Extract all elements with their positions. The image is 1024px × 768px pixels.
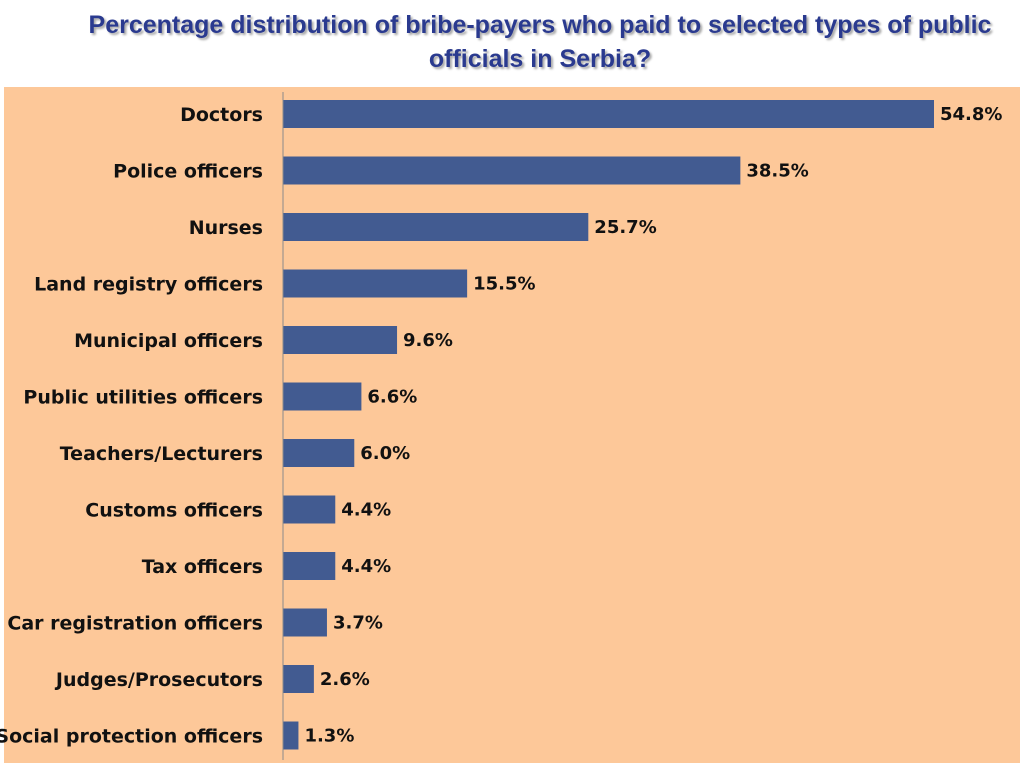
- chart-title: Percentage distribution of bribe-payers …: [88, 11, 992, 73]
- category-label: Tax officers: [142, 556, 263, 578]
- category-label: Police officers: [113, 161, 263, 183]
- value-label: 15.5%: [473, 274, 535, 295]
- value-label: 9.6%: [403, 330, 453, 351]
- category-label: Car registration officers: [7, 613, 263, 635]
- bar-5: [283, 382, 362, 411]
- chart-panel: [4, 87, 1020, 763]
- value-label: 2.6%: [320, 669, 370, 690]
- bar-4: [283, 326, 398, 354]
- category-label: Municipal officers: [74, 330, 263, 352]
- bars-group: [283, 100, 934, 750]
- bar-1: [283, 156, 741, 185]
- category-label: Doctors: [180, 104, 263, 126]
- bar-0: [283, 100, 934, 128]
- category-label: Land registry officers: [34, 274, 263, 296]
- value-label: 3.7%: [333, 613, 383, 634]
- bar-2: [283, 213, 589, 241]
- bar-3: [283, 269, 468, 298]
- value-label: 38.5%: [746, 161, 808, 182]
- value-labels-group: 54.8% 38.5% 25.7% 15.5% 9.6% 6.6% 6.0% 4.4% 4.4%…: [304, 104, 1002, 747]
- bar-11: [283, 721, 299, 750]
- value-label: 6.0%: [360, 443, 410, 464]
- category-label: Customs officers: [85, 500, 263, 522]
- value-label: 4.4%: [341, 500, 391, 521]
- bar-9: [283, 608, 327, 637]
- category-label: Public utilities officers: [23, 387, 263, 409]
- category-label: Nurses: [189, 217, 263, 239]
- bar-6: [283, 439, 355, 467]
- bar-7: [283, 495, 336, 524]
- bar-8: [283, 552, 336, 580]
- category-label: Social protection officers: [0, 726, 263, 748]
- value-label: 6.6%: [367, 387, 417, 408]
- value-label: 25.7%: [594, 217, 656, 238]
- category-labels-group: Doctors Police officers Nurses Land registr…: [0, 104, 263, 748]
- bar-10: [283, 665, 314, 693]
- category-label: Teachers/Lecturers: [60, 443, 263, 465]
- value-label: 54.8%: [940, 104, 1002, 125]
- value-label: 1.3%: [304, 726, 354, 747]
- category-label: Judges/Prosecutors: [54, 669, 263, 691]
- value-label: 4.4%: [341, 556, 391, 577]
